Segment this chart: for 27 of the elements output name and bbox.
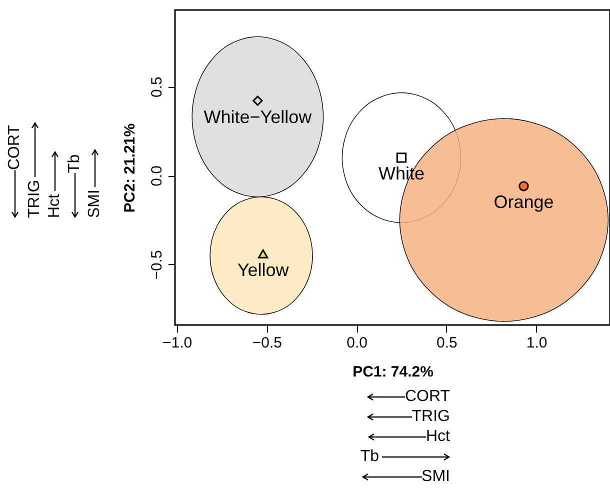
y-axis-title: PC2: 21.21% — [122, 123, 138, 213]
x-tick-label: −0.5 — [252, 334, 282, 352]
y-tick-label: 0.0 — [148, 166, 166, 186]
x-tick-label: −1.0 — [162, 334, 192, 352]
point — [396, 152, 407, 163]
text: Hct — [45, 194, 64, 218]
text: TRIG — [412, 407, 450, 427]
x-tick-label: 0.5 — [436, 334, 458, 352]
text: SMI — [422, 467, 450, 487]
text: Hct — [426, 427, 450, 447]
text: Tb — [360, 447, 379, 467]
y-tick-label: −0.5 — [148, 250, 166, 280]
point — [252, 96, 263, 106]
point — [258, 249, 268, 258]
x-tick-label: 0.0 — [346, 334, 368, 352]
x-axis-title: PC1: 74.2% — [352, 364, 434, 380]
text: TRIG — [25, 180, 44, 218]
x-tick-label: 1.0 — [526, 334, 548, 352]
y-tick-label: 0.5 — [148, 76, 166, 98]
series-label: White−Yellow — [204, 106, 313, 127]
text: SMI — [85, 190, 104, 218]
point — [518, 181, 529, 192]
text: CORT — [5, 124, 24, 170]
series-label: Orange — [494, 192, 554, 212]
text: CORT — [404, 387, 450, 407]
series-label: Yellow — [237, 260, 290, 280]
text: Tb — [65, 154, 84, 173]
